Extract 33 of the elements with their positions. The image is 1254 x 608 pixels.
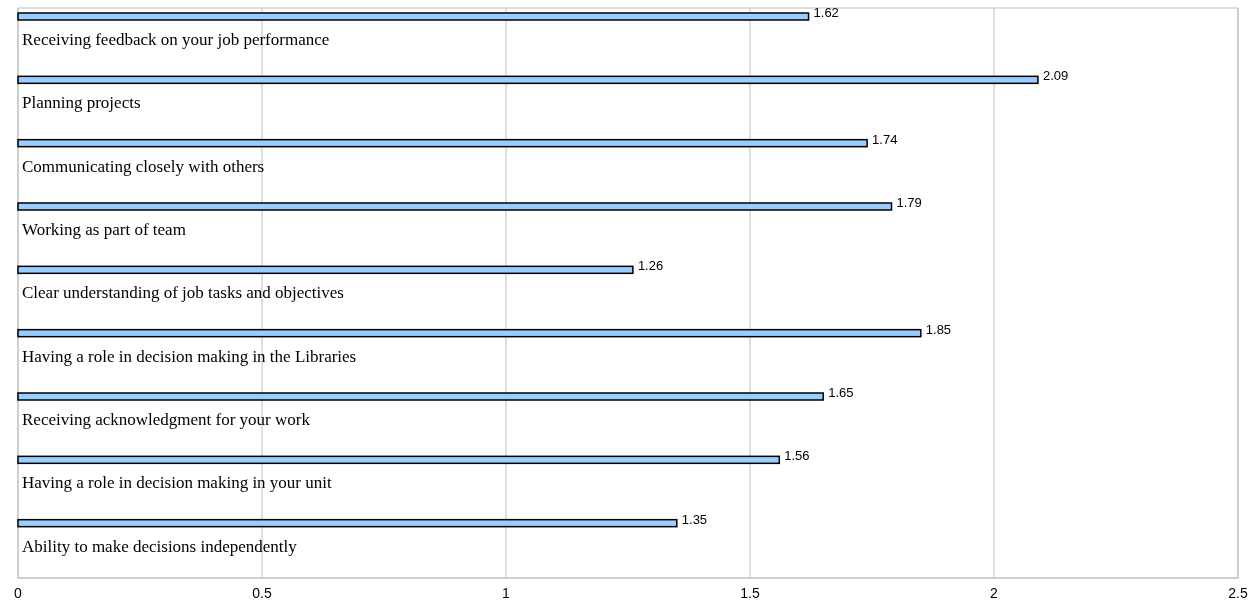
x-tick-label: 2.5 bbox=[1228, 585, 1248, 601]
bar bbox=[17, 202, 893, 211]
data-label: 1.56 bbox=[784, 448, 810, 464]
bar bbox=[17, 75, 1039, 85]
data-label: 1.74 bbox=[872, 131, 898, 147]
data-label: 1.26 bbox=[637, 258, 664, 274]
data-label: 1.35 bbox=[681, 511, 708, 527]
data-label: 1.62 bbox=[813, 5, 839, 20]
y-tick-label: Ability to make decisions independently bbox=[22, 536, 298, 556]
y-tick-label: Clear understanding of job tasks and objectives bbox=[22, 283, 344, 303]
x-tick-label: 1.5 bbox=[740, 585, 760, 601]
y-tick-label: Having a role in decision making in your unit bbox=[22, 473, 332, 493]
bar bbox=[17, 12, 810, 21]
data-label: 1.79 bbox=[896, 195, 922, 210]
bar bbox=[17, 328, 922, 338]
y-tick-label: Having a role in decision making in the Libraries bbox=[22, 346, 357, 366]
bar bbox=[17, 265, 634, 275]
bar bbox=[17, 138, 868, 148]
y-tick-label: Receiving acknowledgment for your work bbox=[22, 410, 311, 429]
data-label: 1.65 bbox=[828, 385, 854, 400]
x-tick-label: 0.5 bbox=[252, 585, 272, 601]
bar bbox=[17, 455, 781, 465]
data-label: 2.09 bbox=[1042, 68, 1069, 84]
x-tick-label: 0 bbox=[14, 585, 23, 601]
y-tick-label: Planning projects bbox=[22, 93, 141, 113]
y-tick-label: Communicating closely with others bbox=[22, 156, 265, 176]
bar bbox=[17, 392, 824, 401]
x-tick-label: 2 bbox=[990, 585, 999, 601]
y-tick-label: Working as part of team bbox=[22, 220, 186, 239]
x-tick-label: 1 bbox=[502, 585, 511, 601]
y-tick-label: Receiving feedback on your job performance bbox=[22, 30, 330, 49]
data-label: 1.85 bbox=[925, 321, 952, 337]
bar bbox=[17, 518, 678, 528]
